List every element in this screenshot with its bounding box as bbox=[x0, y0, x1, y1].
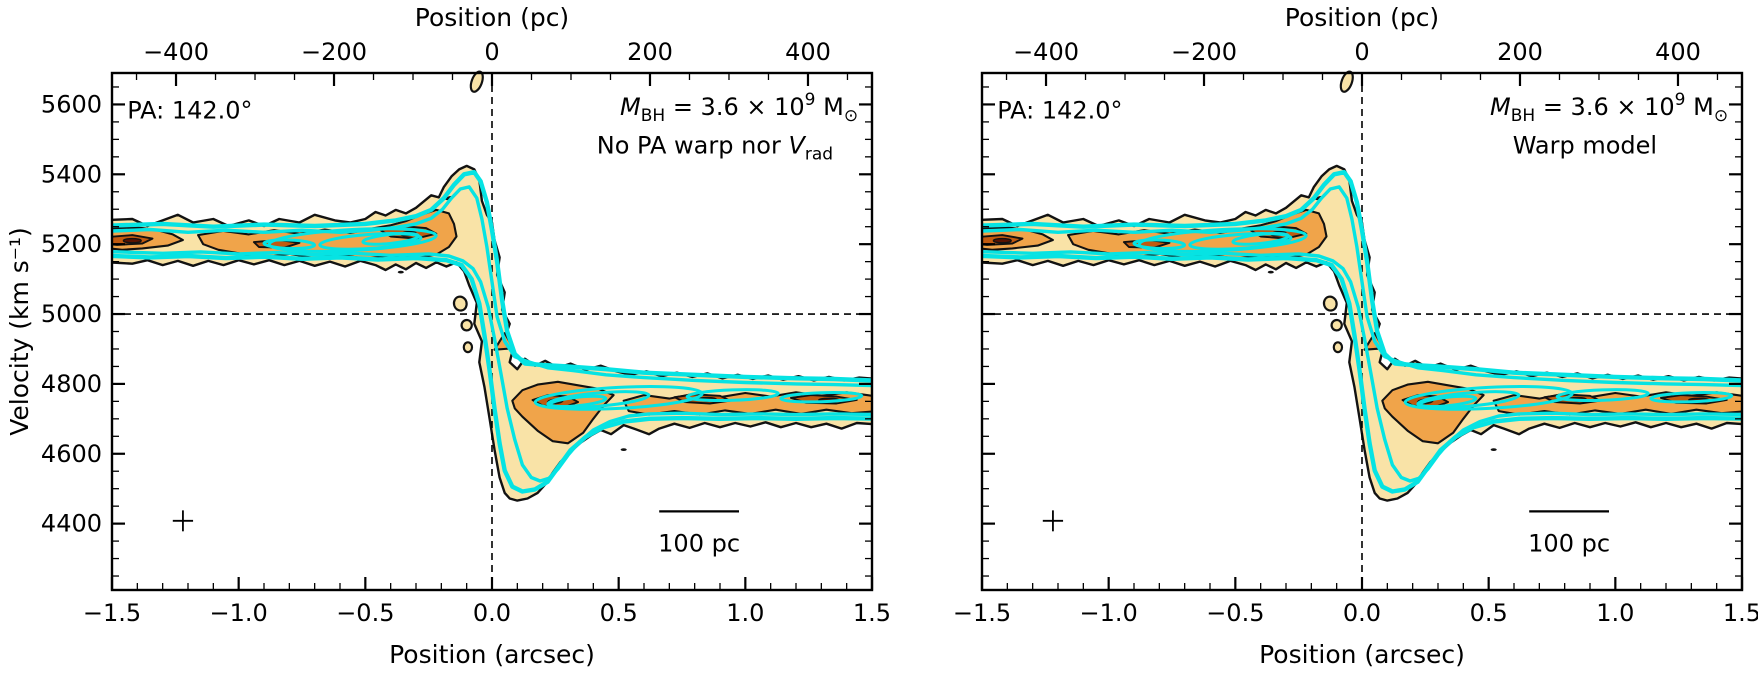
pc-tick-label: −200 bbox=[301, 38, 367, 66]
model-annotation: No PA warp nor Vrad bbox=[597, 131, 833, 164]
panel-warp-model: −1.5 −1.0 −0.5 0.0 0.5 1.0 1.5 −400 −200 0 200 400 P… bbox=[953, 3, 1758, 669]
observed-contour-level4 bbox=[992, 237, 1012, 244]
v-tick-label: 4400 bbox=[41, 510, 102, 538]
mass-annotation: MBH = 3.6 × 109 M⊙ bbox=[1490, 90, 1728, 126]
y-axis-title: Velocity (km s⁻¹) bbox=[5, 227, 34, 436]
annotations: PA: 142.0° MBH = 3.6 × 109 M⊙ No PA warp n… bbox=[127, 90, 858, 164]
pc-tick-label: −200 bbox=[1171, 38, 1237, 66]
scale-bar-label: 100 pc bbox=[658, 530, 740, 558]
model-swirl bbox=[1555, 388, 1650, 403]
observed-speck bbox=[1267, 270, 1274, 274]
x-tick-label: 1.0 bbox=[726, 599, 764, 627]
model-swirl bbox=[548, 394, 608, 408]
axis-ticks bbox=[980, 73, 1744, 590]
observed-island bbox=[1332, 341, 1344, 354]
model-swirl bbox=[685, 388, 780, 403]
model-annotation: Warp model bbox=[1513, 131, 1657, 159]
axis-ticks bbox=[110, 73, 874, 590]
x-tick-label: 0.5 bbox=[600, 599, 638, 627]
scale-bar-label: 100 pc bbox=[1528, 530, 1610, 558]
observed-speck bbox=[620, 448, 627, 451]
model-swirl bbox=[318, 232, 423, 251]
v-tick-label: 4600 bbox=[41, 440, 102, 468]
x-tick-label: −1.5 bbox=[83, 599, 141, 627]
pc-tick-label: 400 bbox=[1655, 38, 1701, 66]
x-tick-label: 0.5 bbox=[1470, 599, 1508, 627]
model-swirl bbox=[546, 390, 651, 410]
x-tick-label: −1.0 bbox=[1080, 599, 1138, 627]
pc-tick-label: −400 bbox=[143, 38, 209, 66]
top-axis-title: Position (pc) bbox=[415, 3, 569, 32]
x-tick-label: 0.0 bbox=[473, 599, 511, 627]
model-swirl bbox=[361, 232, 420, 246]
pc-tick-label: 200 bbox=[627, 38, 673, 66]
observed-contour-level4 bbox=[122, 237, 142, 244]
scale-bar: 100 pc bbox=[1528, 510, 1610, 558]
x-tick-label: −1.0 bbox=[210, 599, 268, 627]
tick-labels: −1.5 −1.0 −0.5 0.0 0.5 1.0 1.5 −400 −200 0 200 400 bbox=[953, 38, 1758, 627]
model-swirl bbox=[1231, 232, 1290, 246]
model-swirl bbox=[779, 390, 864, 404]
model-swirl bbox=[1132, 238, 1187, 250]
model-swirl bbox=[1188, 232, 1293, 251]
beam-error-cross bbox=[172, 510, 194, 532]
model-contours bbox=[982, 170, 1742, 494]
pc-tick-label: 400 bbox=[785, 38, 831, 66]
pc-tick-label: 0 bbox=[484, 38, 499, 66]
tick-labels: −1.5 −1.0 −0.5 0.0 0.5 1.0 1.5 −400 −200 0 200 400 4… bbox=[41, 38, 891, 627]
model-swirl bbox=[1418, 394, 1478, 408]
observed-island bbox=[1322, 295, 1338, 312]
model-contour-outer bbox=[112, 170, 872, 494]
pc-tick-label: 0 bbox=[1354, 38, 1369, 66]
panel-no-warp: −1.5 −1.0 −0.5 0.0 0.5 1.0 1.5 −400 −200 0 200 400 4… bbox=[41, 3, 891, 669]
observed-speck bbox=[397, 270, 404, 274]
model-swirl bbox=[262, 238, 317, 250]
pc-tick-label: 200 bbox=[1497, 38, 1543, 66]
observed-island bbox=[460, 318, 473, 332]
v-tick-label: 5600 bbox=[41, 90, 102, 118]
observed-island bbox=[462, 341, 474, 354]
v-tick-label: 5000 bbox=[41, 300, 102, 328]
pa-annotation: PA: 142.0° bbox=[127, 96, 252, 124]
v-tick-label: 5200 bbox=[41, 230, 102, 258]
bottom-axis-title: Position (arcsec) bbox=[389, 640, 595, 669]
model-contours bbox=[112, 170, 872, 494]
annotations: PA: 142.0° MBH = 3.6 × 109 M⊙ Warp model bbox=[997, 90, 1728, 159]
beam-error-cross bbox=[1042, 510, 1064, 532]
model-contour-inner bbox=[982, 185, 1742, 483]
x-tick-label: 1.5 bbox=[853, 599, 891, 627]
x-tick-label: 0.0 bbox=[1343, 599, 1381, 627]
pa-annotation: PA: 142.0° bbox=[997, 96, 1122, 124]
model-contour-inner bbox=[112, 185, 872, 483]
model-swirl bbox=[1649, 390, 1734, 404]
x-tick-label: 1.5 bbox=[1723, 599, 1758, 627]
model-swirl bbox=[1416, 390, 1521, 410]
x-tick-label: −0.5 bbox=[1206, 599, 1264, 627]
observed-island bbox=[452, 295, 468, 312]
bottom-axis-title: Position (arcsec) bbox=[1259, 640, 1465, 669]
scale-bar: 100 pc bbox=[658, 510, 740, 558]
v-tick-label: 4800 bbox=[41, 370, 102, 398]
observed-speck bbox=[1490, 448, 1497, 451]
model-contour-outer bbox=[982, 170, 1742, 494]
pc-tick-label: −400 bbox=[1013, 38, 1079, 66]
observed-island bbox=[1330, 318, 1343, 332]
mass-annotation: MBH = 3.6 × 109 M⊙ bbox=[620, 90, 858, 126]
x-tick-label: −1.5 bbox=[953, 599, 1011, 627]
x-tick-label: −0.5 bbox=[336, 599, 394, 627]
x-tick-label: 1.0 bbox=[1596, 599, 1634, 627]
v-tick-label: 5400 bbox=[41, 160, 102, 188]
top-axis-title: Position (pc) bbox=[1285, 3, 1439, 32]
